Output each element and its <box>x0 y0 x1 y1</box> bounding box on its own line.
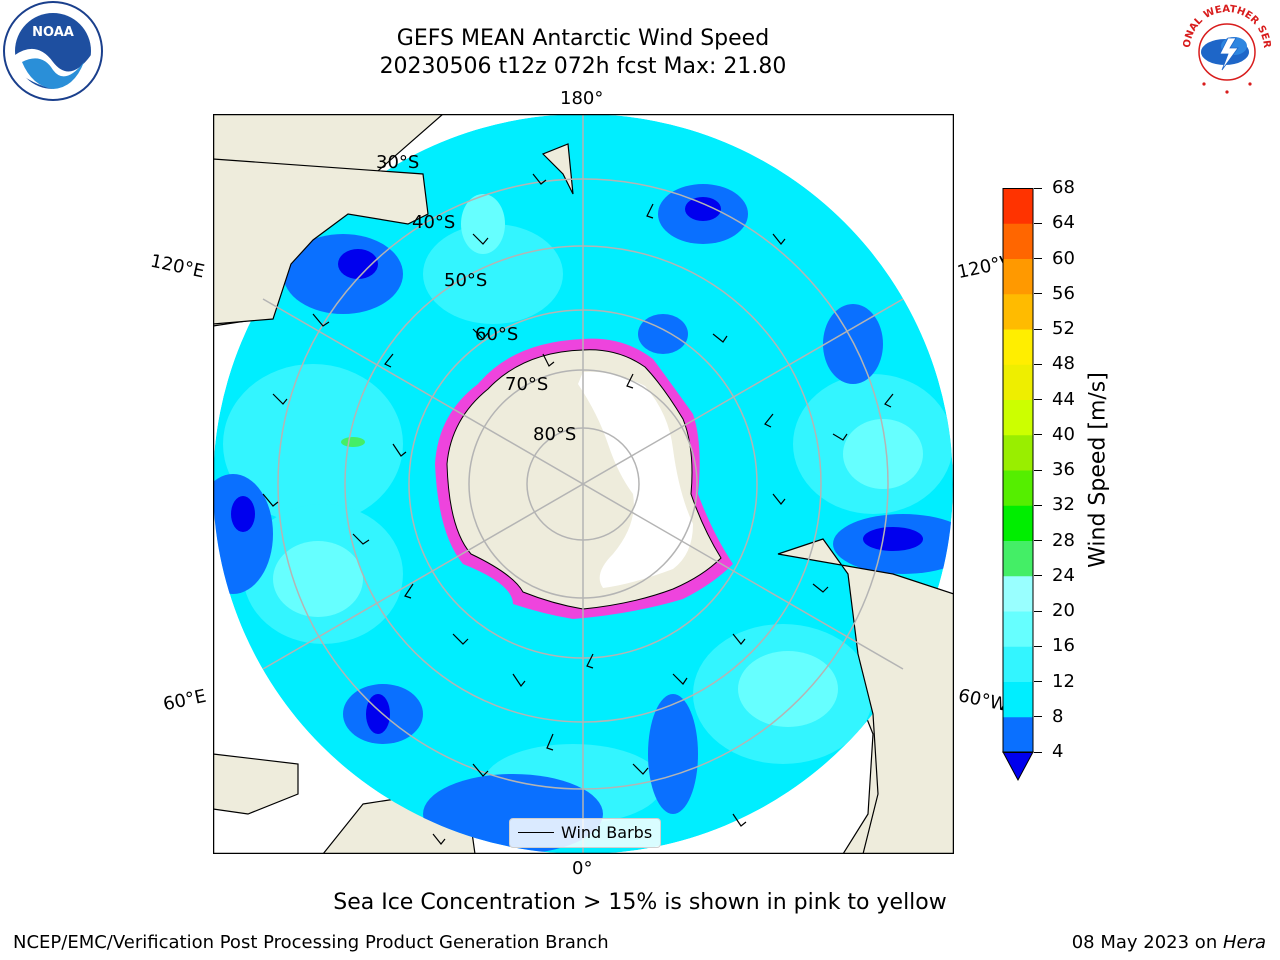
colorbar-band <box>1003 434 1033 471</box>
lat-label-70s: 70°S <box>505 374 549 395</box>
colorbar-tick-label: 68 <box>1052 177 1075 198</box>
colorbar-label: Wind Speed [m/s] <box>1085 372 1111 568</box>
colorbar-band <box>1003 575 1033 612</box>
colorbar-tick-label: 28 <box>1052 529 1075 551</box>
lon-label-0: 0° <box>572 858 593 879</box>
lat-label-60s: 60°S <box>475 324 519 345</box>
lat-label-40s: 40°S <box>412 212 456 233</box>
footer-date: 08 May 2023 on Hera <box>1072 932 1266 953</box>
colorbar-band <box>1003 293 1033 330</box>
colorbar-tick-mark <box>1034 293 1042 295</box>
colorbar-tick-label: 48 <box>1052 353 1075 375</box>
colorbar-band <box>1003 681 1033 718</box>
colorbar-tick-mark <box>1034 681 1042 682</box>
lon-label-60e: 60°E <box>161 685 208 716</box>
colorbar-band <box>1003 611 1033 647</box>
footer-credit: NCEP/EMC/Verification Post Processing Pr… <box>13 932 609 953</box>
colorbar-tick-label: 64 <box>1052 212 1075 234</box>
colorbar-band <box>1003 470 1033 506</box>
colorbar-tick-mark <box>1034 399 1042 400</box>
legend-label: Wind Barbs <box>561 823 653 842</box>
colorbar-tick-label: 12 <box>1052 670 1075 692</box>
colorbar-band <box>1003 646 1033 682</box>
colorbar-tick-label: 16 <box>1052 635 1075 657</box>
graticule <box>213 114 953 854</box>
colorbar-tick-mark <box>1034 187 1042 189</box>
colorbar-tick-label: 44 <box>1052 388 1075 410</box>
map-title: GEFS MEAN Antarctic Wind Speed <box>396 26 770 51</box>
colorbar-band <box>1003 540 1033 577</box>
colorbar-tick-mark <box>1034 258 1042 259</box>
footer-date-text: 08 May 2023 on <box>1071 932 1223 953</box>
noaa-logo-text: NOAA <box>32 25 74 40</box>
colorbar-band <box>1003 258 1033 295</box>
ice-shelf <box>578 371 693 588</box>
colorbar-tick-mark <box>1034 751 1042 753</box>
map-legend: Wind Barbs <box>509 818 661 848</box>
colorbar-tick-mark <box>1034 540 1042 541</box>
colorbar-tick-mark <box>1034 716 1042 718</box>
polar-map <box>213 114 954 854</box>
colorbar-tick-label: 4 <box>1052 741 1064 762</box>
lat-label-80s: 80°S <box>533 424 577 445</box>
colorbar-band <box>1003 716 1033 753</box>
lon-label-180: 180° <box>560 88 604 109</box>
colorbar-tick-mark <box>1034 469 1042 471</box>
lat-label-30s: 30°S <box>376 152 420 173</box>
wind-barb-legend-line <box>518 832 554 833</box>
colorbar-tick-label: 36 <box>1052 459 1075 480</box>
noaa-logo: NOAA <box>3 1 103 101</box>
colorbar-tick-label: 20 <box>1052 600 1075 621</box>
wind-barbs <box>262 173 894 845</box>
colorbar-tick-mark <box>1034 363 1042 365</box>
colorbar-tick-mark <box>1034 434 1042 436</box>
colorbar-tick-label: 60 <box>1052 247 1075 269</box>
colorbar-tick-label: 32 <box>1052 494 1075 516</box>
lon-label-120e: 120°E <box>148 250 207 283</box>
colorbar <box>1002 188 1034 782</box>
sea-ice-caption: Sea Ice Concentration > 15% is shown in … <box>333 890 947 915</box>
colorbar-tick-mark <box>1034 610 1042 612</box>
colorbar-band <box>1003 399 1033 436</box>
colorbar-tick-mark <box>1034 575 1042 577</box>
colorbar-tick-mark <box>1034 222 1042 224</box>
colorbar-tick-label: 52 <box>1052 318 1075 339</box>
colorbar-tick-label: 56 <box>1052 282 1075 304</box>
colorbar-band <box>1003 364 1033 400</box>
colorbar-border <box>1002 188 1034 753</box>
colorbar-under-arrow <box>1002 751 1034 782</box>
colorbar-tick-label: 40 <box>1052 423 1075 445</box>
footer-host: Hera <box>1222 932 1266 953</box>
colorbar-band <box>1003 329 1033 365</box>
colorbar-tick-label: 8 <box>1052 705 1064 727</box>
colorbar-band <box>1003 188 1033 224</box>
lat-label-50s: 50°S <box>444 270 488 291</box>
colorbar-band <box>1003 505 1033 541</box>
colorbar-tick-mark <box>1034 645 1042 647</box>
colorbar-tick-mark <box>1034 504 1042 506</box>
colorbar-tick-label: 24 <box>1052 564 1075 586</box>
colorbar-tick-mark <box>1034 328 1042 330</box>
nws-logo: NATIONAL WEATHER SERVICE <box>1176 0 1274 96</box>
map-subtitle: 20230506 t12z 072h fcst Max: 21.80 <box>379 54 787 79</box>
colorbar-band <box>1003 223 1033 259</box>
